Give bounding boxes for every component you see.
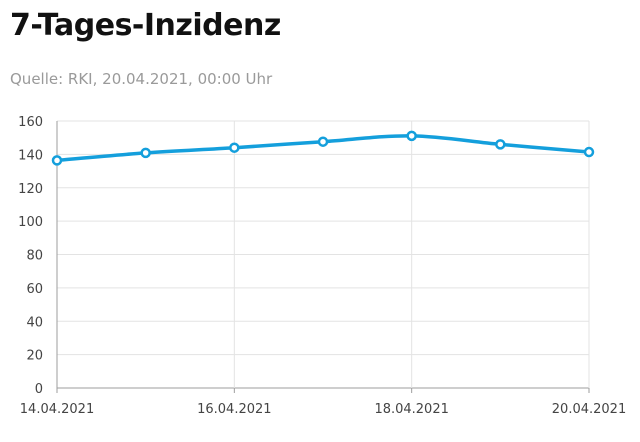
x-tick-label: 16.04.2021 — [197, 402, 271, 417]
data-point — [51, 155, 63, 166]
x-axis: 14.04.2021 16.04.2021 18.04.2021 20.04.2021 — [20, 388, 626, 417]
data-point — [229, 142, 240, 153]
y-tick-label: 140 — [18, 148, 43, 163]
x-tick-label: 18.04.2021 — [374, 402, 448, 417]
y-tick-label: 20 — [26, 349, 43, 364]
series-layer — [51, 130, 595, 166]
y-tick-label: 100 — [18, 215, 43, 230]
y-tick-label: 60 — [26, 282, 43, 297]
x-tick-label: 20.04.2021 — [552, 402, 626, 417]
data-point — [583, 146, 595, 158]
data-point — [495, 139, 506, 150]
chart-title: 7-Tages-Inzidenz — [10, 8, 281, 43]
gridlines — [57, 120, 590, 389]
y-axis: 0 20 40 60 80 100 120 140 160 — [18, 115, 58, 397]
y-tick-label: 120 — [18, 182, 43, 197]
x-tick-label: 14.04.2021 — [20, 402, 94, 417]
data-point — [406, 130, 417, 142]
y-tick-label: 80 — [26, 249, 43, 264]
y-tick-label: 0 — [35, 382, 43, 397]
chart-source: Quelle: RKI, 20.04.2021, 00:00 Uhr — [10, 70, 273, 88]
data-point — [140, 147, 151, 159]
y-tick-label: 160 — [18, 115, 43, 130]
y-tick-label: 40 — [26, 315, 43, 330]
data-point — [317, 136, 329, 147]
